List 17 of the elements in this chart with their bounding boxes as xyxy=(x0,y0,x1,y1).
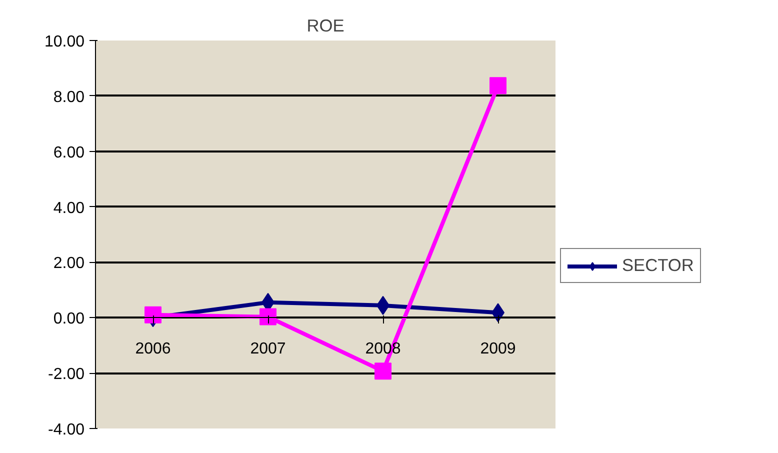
x-tick-label: 2009 xyxy=(480,340,516,358)
y-tick-label: 2.00 xyxy=(53,255,85,272)
point xyxy=(144,306,162,324)
point xyxy=(374,362,392,380)
y-tick-label: 6.00 xyxy=(53,144,85,162)
point xyxy=(260,308,276,326)
legend-label: SECTOR xyxy=(622,255,694,276)
x-tick-label: 2006 xyxy=(135,340,171,358)
y-tick-label: -4.00 xyxy=(48,422,85,438)
y-tick-label: 4.00 xyxy=(53,200,85,217)
y-tick-label: -2.00 xyxy=(48,366,85,384)
y-tick-label: 10.00 xyxy=(44,34,85,50)
y-tick-label: 0.00 xyxy=(53,310,85,328)
x-tick-label: 2007 xyxy=(250,340,286,358)
point xyxy=(490,77,506,94)
y-tick-label: 8.00 xyxy=(53,88,85,106)
chart-title: ROE xyxy=(306,16,344,36)
